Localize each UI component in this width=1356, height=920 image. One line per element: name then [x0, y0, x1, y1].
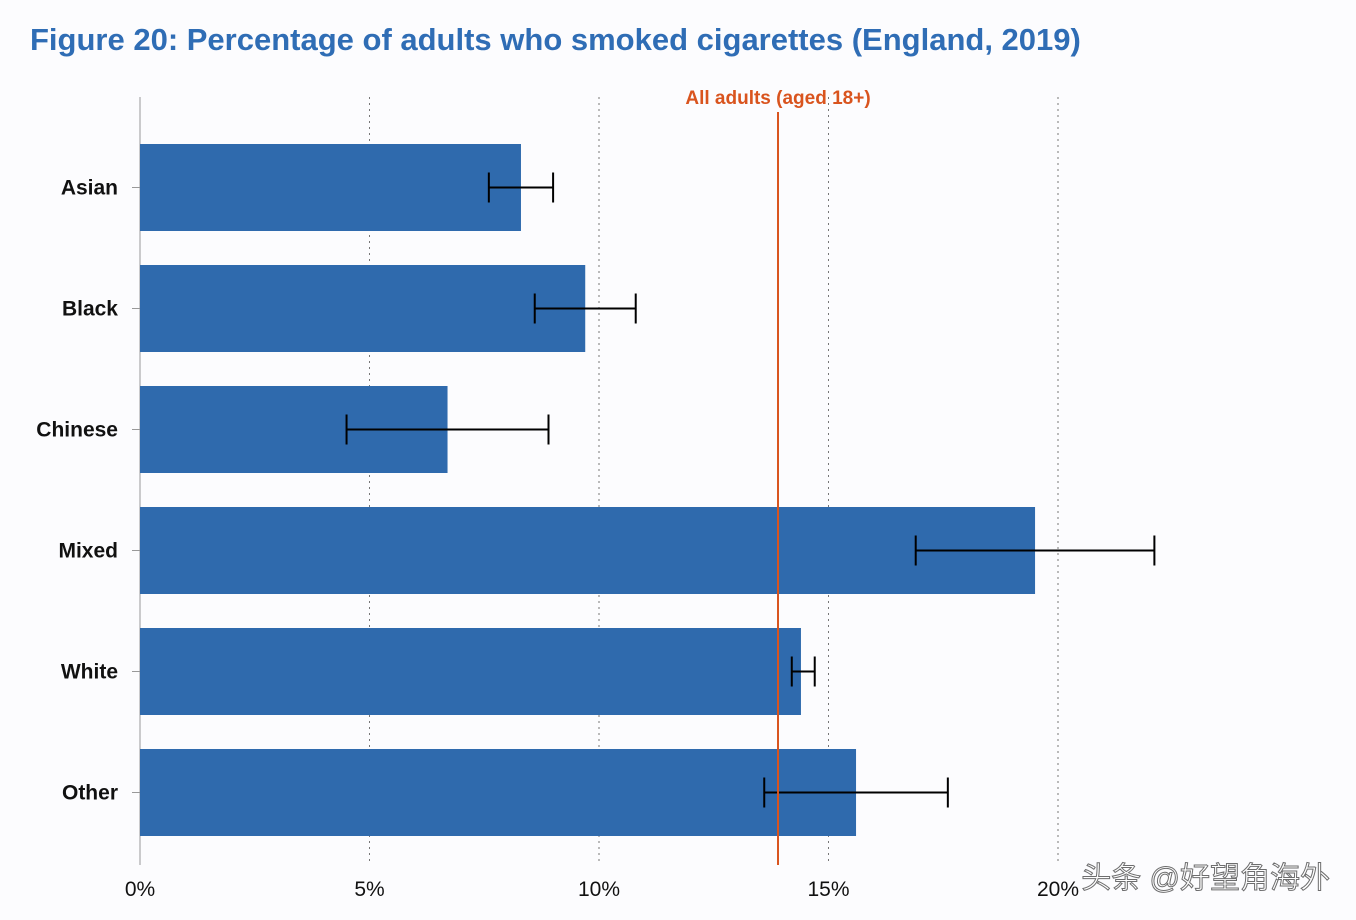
category-label: White [61, 661, 118, 684]
watermark: 头条 @好望角海外 [1081, 862, 1330, 895]
reference-line-label: All adults (aged 18+) [685, 88, 870, 109]
bar-mixed [140, 507, 1036, 594]
category-label: Black [62, 298, 118, 321]
category-label: Other [62, 782, 118, 805]
x-tick-label: 10% [578, 878, 620, 901]
category-label: Mixed [58, 540, 118, 563]
x-tick-label: 0% [125, 878, 155, 901]
x-tick-label: 15% [807, 878, 849, 901]
bar-asian [140, 144, 521, 231]
bar-black [140, 265, 586, 352]
bar-other [140, 749, 857, 836]
category-label: Asian [61, 177, 118, 200]
chart-title: Figure 20: Percentage of adults who smok… [30, 22, 1081, 57]
bar-white [140, 628, 801, 715]
x-tick-label: 20% [1037, 878, 1079, 901]
x-tick-label: 5% [354, 878, 384, 901]
category-label: Chinese [36, 419, 118, 442]
